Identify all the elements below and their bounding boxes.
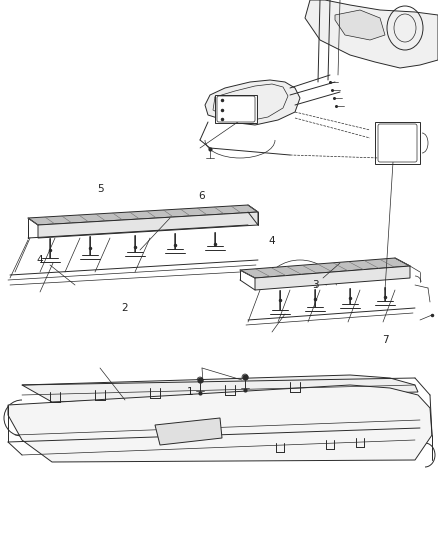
Text: 7: 7 (382, 335, 389, 345)
Text: 6: 6 (198, 191, 205, 201)
FancyBboxPatch shape (378, 124, 417, 162)
Text: 3: 3 (312, 280, 319, 290)
Polygon shape (240, 258, 410, 278)
Text: 2: 2 (121, 303, 128, 313)
Bar (215, 95, 257, 123)
Polygon shape (255, 266, 410, 290)
Polygon shape (205, 80, 300, 125)
Polygon shape (8, 385, 432, 462)
Polygon shape (155, 418, 222, 445)
Polygon shape (38, 212, 258, 238)
Polygon shape (22, 375, 418, 402)
Text: 4: 4 (36, 255, 43, 265)
Text: 4: 4 (268, 236, 275, 246)
Bar (375, 122, 420, 164)
Text: 1: 1 (187, 387, 194, 397)
Text: 5: 5 (97, 184, 104, 194)
Polygon shape (335, 10, 385, 40)
Polygon shape (28, 205, 258, 225)
FancyBboxPatch shape (217, 96, 255, 122)
Polygon shape (305, 0, 438, 68)
